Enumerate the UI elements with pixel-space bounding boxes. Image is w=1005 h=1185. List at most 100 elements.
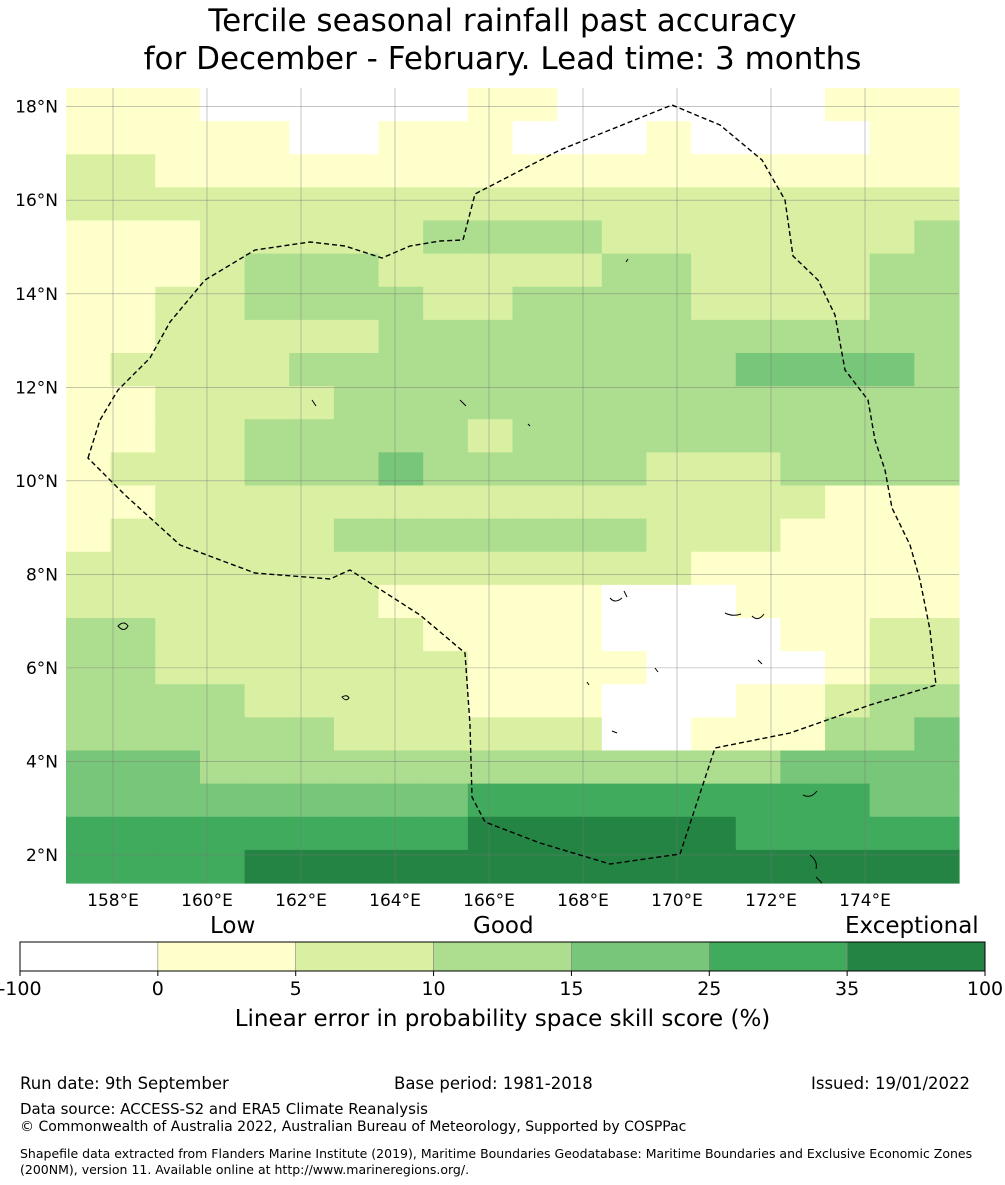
grid-cell	[110, 518, 156, 553]
grid-cell	[333, 717, 380, 752]
lat-tick-label: 10°N	[15, 472, 58, 492]
grid-cell	[467, 849, 514, 884]
grid-cell	[199, 386, 246, 420]
grid-cell	[825, 154, 871, 188]
grid-cell	[557, 88, 603, 122]
grid-cell	[423, 485, 469, 520]
grid-cell	[110, 353, 156, 387]
grid-cell	[467, 783, 514, 818]
grid-cell	[735, 253, 781, 288]
grid-cell	[825, 584, 871, 619]
grid-cell	[110, 717, 156, 752]
grid-cell	[869, 783, 915, 818]
grid-cell	[735, 684, 781, 718]
grid-cell	[423, 750, 469, 785]
grid-cell	[199, 783, 246, 818]
grid-cell	[646, 319, 692, 354]
grid-cell	[199, 816, 246, 851]
grid-cell	[244, 783, 290, 818]
lon-tick-label: 162°E	[275, 891, 327, 911]
grid-cell	[825, 286, 871, 321]
grid-cell	[110, 121, 156, 155]
grid-cell	[244, 518, 290, 553]
grid-cell	[557, 154, 603, 188]
grid-cell	[378, 154, 424, 188]
grid-cell	[155, 253, 201, 288]
colorbar-swatch	[708, 941, 848, 972]
grid-cell	[110, 783, 156, 818]
grid-cell	[423, 121, 469, 155]
grid-cell	[512, 220, 558, 255]
colorbar-tick-label: 5	[290, 978, 302, 1000]
grid-cell	[825, 717, 871, 752]
grid-cell	[869, 485, 915, 520]
grid-cell	[423, 220, 469, 255]
grid-cell	[155, 220, 201, 255]
grid-cell	[244, 220, 290, 255]
grid-cell	[244, 353, 290, 387]
grid-cell	[780, 253, 826, 288]
grid-cell	[735, 485, 781, 520]
grid-cell	[199, 121, 246, 155]
grid-cell	[333, 319, 380, 354]
grid-cell	[289, 353, 335, 387]
grid-cell	[557, 816, 603, 851]
grid-cell	[333, 816, 380, 851]
grid-cell	[825, 849, 871, 884]
grid-cell	[512, 849, 558, 884]
grid-cell	[66, 319, 112, 354]
grid-cell	[199, 584, 246, 619]
grid-cell	[66, 750, 112, 785]
grid-cell	[467, 618, 514, 652]
grid-cell	[199, 684, 246, 718]
grid-cell	[378, 386, 424, 420]
grid-cell	[557, 386, 603, 420]
grid-cell	[735, 419, 781, 453]
grid-cell	[646, 684, 692, 718]
grid-cell	[289, 750, 335, 785]
grid-cell	[825, 319, 871, 354]
grid-cell	[691, 319, 737, 354]
colorbar-swatch	[433, 941, 572, 972]
grid-cell	[155, 154, 201, 188]
grid-cell	[244, 452, 290, 487]
grid-cell	[244, 88, 290, 122]
grid-cell	[423, 88, 469, 122]
grid-cell	[199, 253, 246, 288]
grid-cell	[155, 88, 201, 122]
grid-cell	[467, 154, 514, 188]
grid-cell	[646, 452, 692, 487]
grid-cell	[155, 518, 201, 553]
grid-cell	[289, 419, 335, 453]
grid-cell	[557, 187, 603, 222]
grid-cell	[512, 684, 558, 718]
grid-cell	[110, 220, 156, 255]
colorbar-tick-label: 25	[697, 978, 721, 1000]
grid-cell	[646, 353, 692, 387]
grid-cell	[601, 750, 648, 785]
grid-cell	[423, 154, 469, 188]
grid-cell	[780, 220, 826, 255]
grid-cell	[691, 551, 737, 586]
grid-cell	[646, 717, 692, 752]
grid-cell	[244, 584, 290, 619]
grid-cell	[914, 253, 960, 288]
copyright: © Commonwealth of Australia 2022, Austra…	[20, 1119, 687, 1135]
grid-cell	[155, 485, 201, 520]
grid-cell	[110, 816, 156, 851]
grid-cell	[378, 187, 424, 222]
grid-cell	[512, 518, 558, 553]
grid-cell	[512, 121, 558, 155]
grid-cell	[244, 319, 290, 354]
grid-cell	[914, 121, 960, 155]
grid-cell	[467, 684, 514, 718]
grid-cell	[333, 154, 380, 188]
grid-cell	[155, 353, 201, 387]
eez-boundary	[87, 104, 937, 865]
grid-cell	[244, 286, 290, 321]
grid-cell	[825, 187, 871, 222]
latitude-tick-labels: 18°N 16°N 14°N 12°N 10°N 8°N 6°N 4°N 2°N	[15, 98, 58, 866]
colorbar-word-good: Good	[473, 913, 534, 939]
grid-cell	[646, 584, 692, 619]
grid-cell	[333, 253, 380, 288]
